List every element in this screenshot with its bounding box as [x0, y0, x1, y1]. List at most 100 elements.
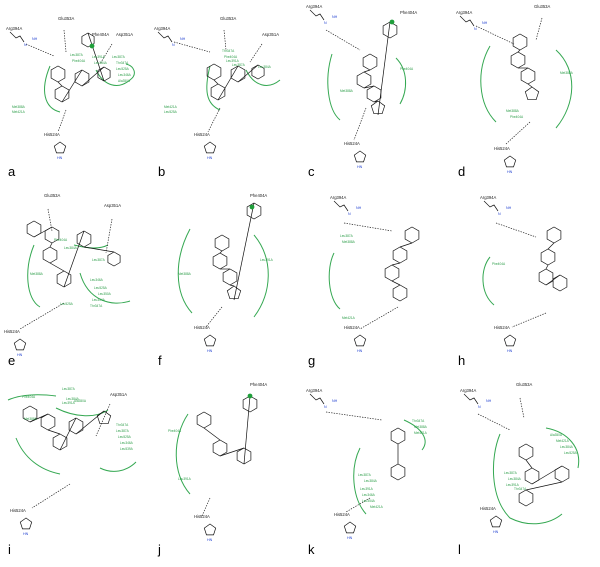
hydrophobic-contact-curve [245, 69, 281, 86]
imidazole-ring [203, 141, 217, 154]
hydrogen-bond-line [57, 109, 67, 133]
panel-letter: a [8, 164, 16, 179]
panel-l: Arg394A N NH Glu353A His524A HN Ala350A Met421A… [450, 378, 600, 567]
ligand-bond [59, 417, 77, 451]
nitrogen-atom: NH [332, 399, 338, 403]
hydrogen-bond-line [505, 121, 531, 145]
hydrophobic-residue-label: Leu391A [62, 401, 76, 405]
ligand-bond [545, 264, 549, 270]
ligand-ring [214, 234, 230, 252]
ligand-ring [196, 411, 212, 429]
ligand-ring [226, 285, 242, 300]
hydrophobic-contact-curve [395, 57, 406, 105]
ligand-ring [554, 465, 570, 483]
nitrogen-atom: HN [207, 538, 213, 542]
nitrogen-atom: NH [486, 399, 492, 403]
interaction-diagram: Arg394A N NH Phe404A His524A HN Phe404A Met388A… [306, 4, 417, 179]
residue-label: Glu353A [516, 382, 533, 387]
hydrogen-bond-line [477, 413, 511, 431]
imidazole-ring [343, 521, 357, 534]
panel-letter: f [158, 353, 162, 368]
ligand-bond [219, 447, 245, 457]
ligand-bond [57, 81, 63, 87]
panel-letter: i [8, 542, 11, 557]
imidazole-ring [489, 515, 503, 528]
hydrogen-bond-line [475, 25, 515, 45]
ligand-bond [373, 100, 379, 103]
interaction-diagram: Phe404A His524A HN Leu391A Met388A f [158, 193, 274, 368]
hydrogen-bond-line [25, 43, 55, 57]
hydrophobic-residue-label: Leu525A [60, 302, 74, 306]
hydrophobic-residue-label: Phe404A [168, 429, 182, 433]
ligand-ring [212, 439, 228, 457]
hydrophobic-residue-label: Met388A [178, 272, 192, 276]
nitrogen-atom: N [348, 212, 351, 216]
ligand-ring [390, 427, 406, 445]
hydrogen-bond-line [535, 17, 543, 41]
residue-label: His524A [334, 512, 350, 517]
ligand-ring [362, 53, 378, 71]
hydrophobic-residue-label: Met421A [342, 316, 356, 320]
hydrophobic-residue-label: Leu346A [120, 441, 134, 445]
residue-label: Arg394A [306, 388, 323, 393]
hydrophobic-residue-label: Thr347A [412, 419, 425, 423]
hydrophobic-residue-label: Leu354A [362, 499, 376, 503]
hydrophobic-residue-label: Met388A [506, 109, 520, 113]
interaction-diagram: Glu353A Asp351A His524A HN Phe404A Leu384A Met… [4, 193, 131, 368]
ligand-ring [68, 417, 84, 435]
hydrophobic-residue-label: Met421A [370, 505, 384, 509]
ligand-ring [96, 410, 112, 425]
hydrophobic-residue-label: Leu384A [508, 477, 522, 481]
residue-label: Arg394A [306, 4, 323, 9]
panel-e: Glu353A Asp351A His524A HN Phe404A Leu384A Met… [0, 189, 150, 378]
hydrophobic-residue-label: Leu384A [66, 397, 80, 401]
hydrophobic-contact-curve [99, 461, 137, 472]
hydrogen-bond-line [511, 312, 547, 328]
residue-label: Phe404A [250, 193, 267, 198]
hydrophobic-residue-label: Leu384A [94, 61, 108, 65]
hydrophobic-residue-label: Leu387A [232, 63, 246, 67]
residue-label: Glu353A [44, 193, 61, 198]
hydrophobic-residue-label: Thr347A [116, 61, 129, 65]
interaction-diagram: Arg394A N NH His524A HN Thr347A Met388A Met421A… [306, 388, 428, 557]
hydrophobic-contact-curve [480, 45, 497, 123]
hydrophobic-residue-label: Leu354A [92, 298, 106, 302]
hydrophobic-residue-label: Met388A [340, 89, 354, 93]
hydrophobic-residue-label: Ala350A [550, 433, 563, 437]
residue-label: His524A [480, 506, 496, 511]
ligand-ring [52, 433, 68, 451]
hydrophobic-residue-label: Leu384A [364, 479, 378, 483]
ligand-ring [524, 467, 540, 485]
panel-letter: j [157, 542, 161, 557]
hydrophobic-residue-label: Met388A [342, 240, 356, 244]
residue-label: Arg394A [456, 10, 473, 15]
ring-center-dot-icon [89, 43, 95, 49]
panel-letter: e [8, 353, 15, 368]
residue-label: Phe404A [400, 10, 417, 15]
ligand-bond [63, 230, 85, 288]
hydrogen-bond-line [31, 483, 71, 509]
hydrophobic-residue-label: Thr347A [222, 49, 235, 53]
nitrogen-atom: N [24, 43, 27, 47]
ligand-ring [356, 71, 372, 89]
imidazole-ring [19, 517, 33, 530]
ligand-ring [404, 226, 420, 244]
hydrophobic-contact-curve [403, 419, 426, 451]
imidazole-ring [53, 141, 67, 154]
hydrophobic-residue-label: Phe404A [54, 238, 68, 242]
hydrogen-bond-line [359, 306, 399, 330]
ligand-ring [540, 248, 556, 266]
ligand-bond [49, 262, 65, 272]
ligand-bond [47, 429, 61, 435]
residue-label: His524A [10, 508, 26, 513]
hydrogen-bond-line [249, 43, 263, 63]
imidazole-ring [503, 334, 517, 347]
hydrophobic-contact-curve [482, 256, 495, 306]
ligand-ring [382, 21, 398, 39]
ligand-bond [545, 274, 561, 286]
panel-letter: g [308, 353, 315, 368]
ligand-bond [237, 64, 259, 83]
ligand-bond [61, 69, 83, 103]
hydrophobic-residue-label: Phe404A [224, 55, 238, 59]
